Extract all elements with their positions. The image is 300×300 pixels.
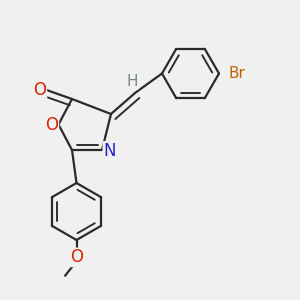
Text: H: H xyxy=(126,74,138,89)
Text: Br: Br xyxy=(229,66,245,81)
Text: N: N xyxy=(103,142,116,160)
Text: O: O xyxy=(70,248,83,266)
Text: O: O xyxy=(45,116,58,134)
Text: O: O xyxy=(33,81,46,99)
